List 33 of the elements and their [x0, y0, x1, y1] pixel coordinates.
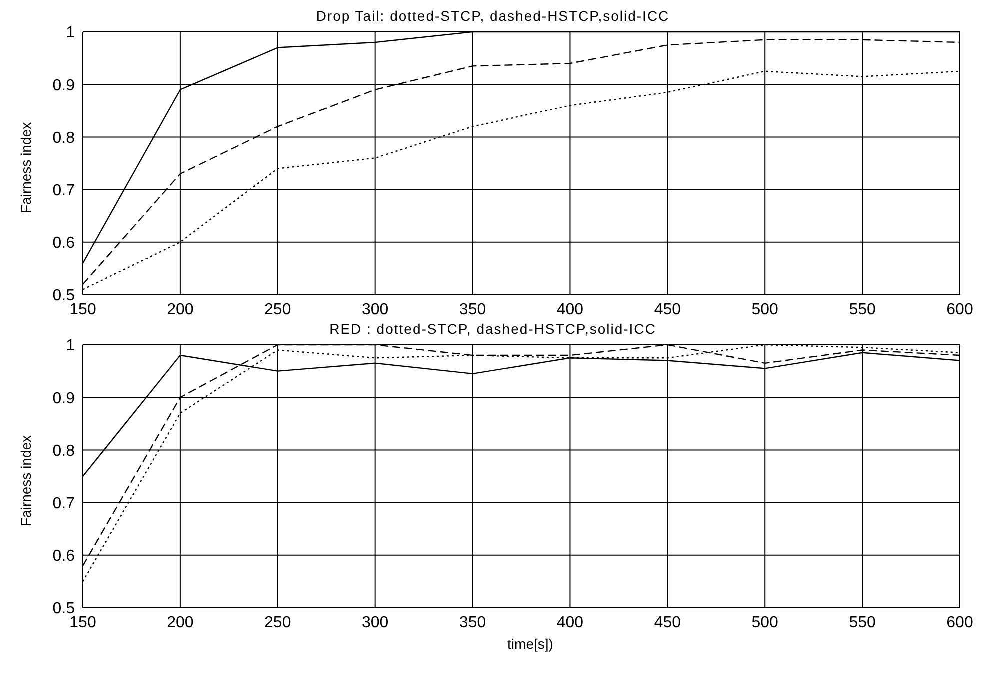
x-tick-label: 400 — [556, 614, 584, 632]
x-tick-label: 600 — [946, 614, 974, 632]
x-tick-label: 400 — [556, 301, 584, 318]
x-tick-label: 300 — [362, 301, 389, 318]
x-tick-label: 450 — [654, 614, 682, 632]
x-tick-label: 350 — [459, 301, 486, 318]
chart-title: Drop Tail: dotted-STCP, dashed-HSTCP,solid-ICC — [315, 8, 671, 26]
x-tick-label: 250 — [264, 614, 292, 632]
x-tick-label: 550 — [849, 301, 876, 318]
y-tick-label: 0.6 — [52, 548, 76, 566]
x-tick-label: 500 — [752, 301, 779, 318]
x-tick-label: 550 — [849, 614, 876, 632]
x-tick-label: 200 — [167, 614, 194, 632]
y-tick-label: 0.9 — [52, 390, 76, 408]
y-axis-title: Fairness index — [18, 122, 34, 214]
y-tick-label: 0.7 — [52, 495, 76, 512]
x-tick-label: 350 — [459, 614, 486, 632]
y-tick-label: 0.8 — [52, 442, 76, 460]
y-tick-label: 0.7 — [52, 182, 76, 200]
x-tick-label: 250 — [264, 301, 292, 318]
x-tick-label: 300 — [362, 614, 389, 632]
y-tick-label: 1 — [66, 24, 76, 42]
y-tick-label: 0.8 — [52, 130, 76, 147]
chart-title: RED : dotted-STCP, dashed-HSTCP,solid-ICC — [328, 321, 658, 339]
x-axis-title: time[s]) — [506, 635, 554, 654]
x-tick-label: 450 — [654, 301, 682, 318]
y-axis-title: Fairness index — [18, 435, 34, 526]
y-tick-label: 1 — [66, 338, 76, 355]
y-tick-label: 0.9 — [52, 77, 76, 94]
y-tick-label: 0.6 — [52, 235, 76, 252]
x-tick-label: 600 — [946, 301, 974, 318]
x-tick-label: 200 — [167, 301, 194, 318]
x-tick-label: 500 — [752, 614, 779, 632]
